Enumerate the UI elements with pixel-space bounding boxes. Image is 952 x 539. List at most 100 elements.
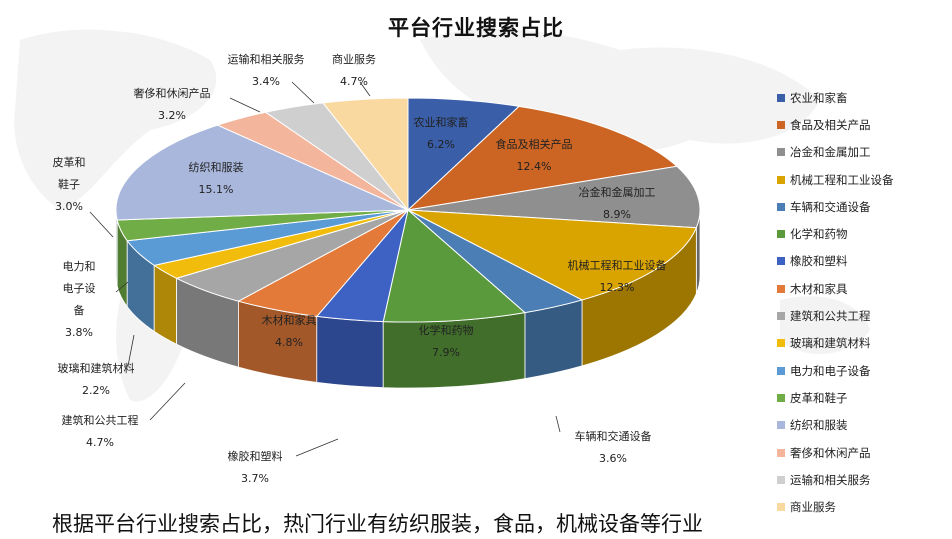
legend-item: 化学和药物 <box>777 220 952 247</box>
legend-swatch <box>777 312 785 321</box>
data-label-value: 8.9% <box>603 208 631 221</box>
legend-item: 食品及相关产品 <box>777 111 952 138</box>
legend-label: 食品及相关产品 <box>790 117 871 132</box>
data-label-5: 车辆和交通设备 3.6% <box>575 429 652 465</box>
data-label-name: 建筑和公共工程 <box>62 413 139 427</box>
legend-item: 木材和家具 <box>777 275 952 302</box>
data-label-7: 橡胶和塑料 3.7% <box>228 449 283 485</box>
pie-slice-13 <box>115 124 409 221</box>
data-label-4: 机械工程和工业设备 12.3% <box>568 258 667 294</box>
data-label-6: 化学和药物 7.9% <box>419 323 474 359</box>
legend-item: 玻璃和建筑材料 <box>777 330 952 357</box>
data-label-name: 电子设 <box>63 282 96 295</box>
legend-swatch <box>777 175 785 184</box>
data-label-name: 运输和相关服务 <box>228 52 305 66</box>
pie-slice-6 <box>382 209 527 323</box>
legend-label: 木材和家具 <box>790 281 848 296</box>
data-label-name: 奢侈和休闲产品 <box>134 86 211 100</box>
data-label-1: 农业和家畜 6.2% <box>414 115 469 151</box>
data-label-2: 食品及相关产品 12.4% <box>496 137 573 173</box>
data-label-name: 皮革和 <box>53 155 86 169</box>
data-label-3: 冶金和金属加工 8.9% <box>579 185 656 221</box>
data-label-value: 6.2% <box>427 138 455 151</box>
legend-item: 建筑和公共工程 <box>777 302 952 329</box>
data-label-name: 农业和家畜 <box>414 115 469 129</box>
data-label-name: 橡胶和塑料 <box>228 449 283 463</box>
data-label-name: 食品及相关产品 <box>496 137 573 151</box>
legend-label: 建筑和公共工程 <box>790 309 871 324</box>
pie-slice-4 <box>407 209 698 301</box>
legend-label: 橡胶和塑料 <box>790 254 848 269</box>
data-label-name: 冶金和金属加工 <box>579 185 656 199</box>
data-label-value: 12.3% <box>600 281 635 294</box>
legend-item: 机械工程和工业设备 <box>777 166 952 193</box>
data-label-name: 玻璃和建筑材料 <box>58 361 135 375</box>
legend-item: 商业服务 <box>777 493 952 520</box>
legend-item: 电力和电子设备 <box>777 357 952 384</box>
chart-title: 平台行业搜索占比 <box>388 16 564 40</box>
data-label-value: 3.8% <box>65 326 93 339</box>
data-label-name: 纺织和服装 <box>189 160 244 174</box>
data-label-14: 奢侈和休闲产品 3.2% <box>134 86 211 122</box>
pie-side-7 <box>316 315 384 389</box>
legend-item: 皮革和鞋子 <box>777 384 952 411</box>
legend-item: 冶金和金属加工 <box>777 139 952 166</box>
legend-swatch <box>777 475 785 484</box>
leader-line-10 <box>127 334 135 367</box>
leader-line-14 <box>229 97 261 113</box>
legend-swatch <box>777 339 785 348</box>
data-label-15: 运输和相关服务 3.4% <box>228 52 305 88</box>
data-label-name: 备 <box>74 303 85 317</box>
legend-item: 纺织和服装 <box>777 412 952 439</box>
data-label-8: 木材和家具 4.8% <box>262 313 317 349</box>
pie-side-5 <box>524 299 583 380</box>
data-label-value: 3.2% <box>158 109 186 122</box>
data-label-name: 鞋子 <box>58 177 80 191</box>
legend-swatch <box>777 393 785 402</box>
data-labels: 农业和家畜 6.2% 食品及相关产品 12.4% 冶金和金属加工 8.9% 机械工程和工业设… <box>53 52 667 485</box>
data-label-value: 4.7% <box>86 436 114 449</box>
data-label-value: 15.1% <box>199 183 234 196</box>
legend-label: 机械工程和工业设备 <box>790 172 894 187</box>
data-label-name: 商业服务 <box>332 52 376 66</box>
legend-item: 运输和相关服务 <box>777 466 952 493</box>
data-label-name: 电力和 <box>63 260 96 273</box>
data-label-name: 车辆和交通设备 <box>575 429 652 443</box>
legend-swatch <box>777 93 785 102</box>
leader-line-16 <box>359 81 371 97</box>
leader-line-9 <box>149 382 186 421</box>
legend-swatch <box>777 257 785 266</box>
data-label-11: 电力和电子设备 3.8% <box>63 260 96 339</box>
legend-item: 车辆和交通设备 <box>777 193 952 220</box>
data-label-name: 木材和家具 <box>262 313 317 327</box>
data-label-value: 12.4% <box>517 160 552 173</box>
data-label-name: 机械工程和工业设备 <box>568 258 667 272</box>
legend-swatch <box>777 120 785 129</box>
pie-slice-3 <box>407 165 701 229</box>
legend-item: 橡胶和塑料 <box>777 248 952 275</box>
data-label-value: 4.7% <box>340 75 368 88</box>
legend-swatch <box>777 421 785 430</box>
data-label-12: 皮革和鞋子 3.0% <box>53 155 86 213</box>
data-label-name: 化学和药物 <box>419 323 474 337</box>
data-label-16: 商业服务 4.7% <box>332 52 376 88</box>
legend-swatch <box>777 202 785 211</box>
legend-swatch <box>777 448 785 457</box>
data-label-value: 3.6% <box>599 452 627 465</box>
data-label-value: 4.8% <box>275 336 303 349</box>
data-label-10: 玻璃和建筑材料 2.2% <box>58 361 135 397</box>
data-label-value: 3.4% <box>252 75 280 88</box>
legend-item: 奢侈和休闲产品 <box>777 439 952 466</box>
leader-line-15 <box>291 81 315 104</box>
data-label-value: 2.2% <box>82 384 110 397</box>
leader-line-7 <box>295 438 339 457</box>
legend-label: 农业和家畜 <box>790 90 848 105</box>
pie-slice-2 <box>406 105 678 211</box>
legend-item: 农业和家畜 <box>777 84 952 111</box>
data-label-13: 纺织和服装 15.1% <box>189 160 244 196</box>
pie-top <box>115 97 701 323</box>
legend-label: 纺织和服装 <box>790 418 848 433</box>
data-label-value: 3.7% <box>241 472 269 485</box>
legend-label: 冶金和金属加工 <box>790 145 871 160</box>
